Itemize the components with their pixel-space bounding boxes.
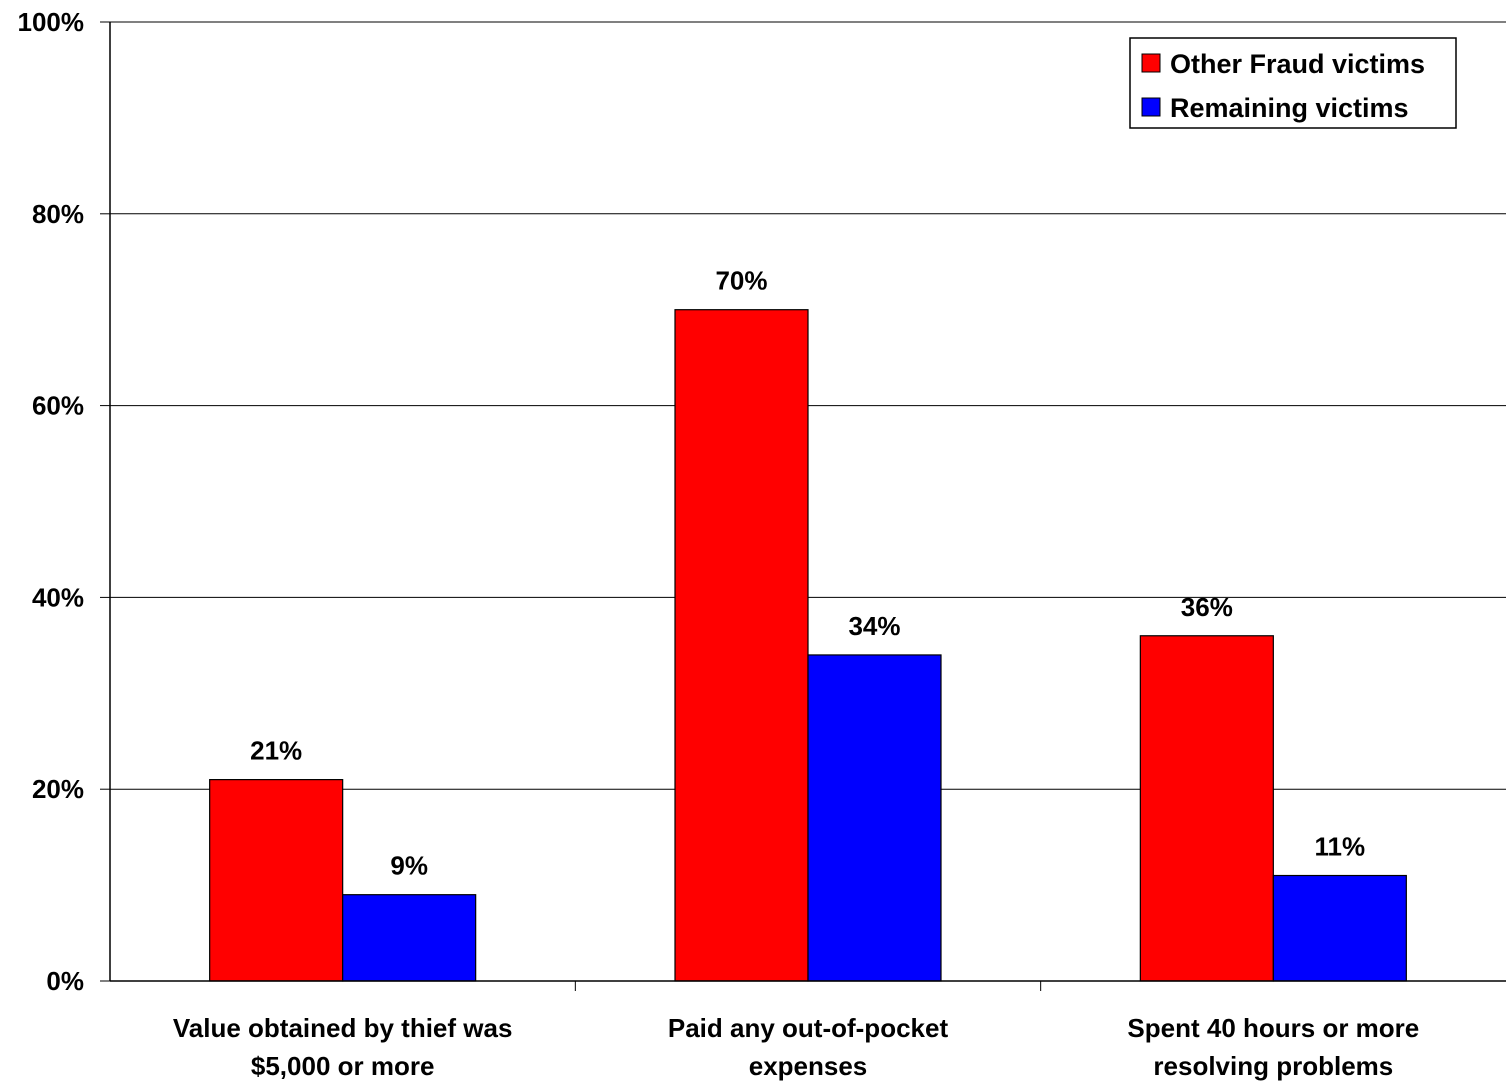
legend-label: Other Fraud victims xyxy=(1170,49,1425,79)
data-label: 21% xyxy=(250,736,302,766)
data-labels: 21% 9% 70% 34% 36% 11% xyxy=(250,266,1365,881)
x-category-label: Value obtained by thief was xyxy=(173,1013,513,1043)
x-category-label: $5,000 or more xyxy=(251,1051,435,1081)
bar xyxy=(674,309,809,982)
legend-swatch xyxy=(1141,53,1161,73)
x-axis-labels: Value obtained by thief was $5,000 or mor… xyxy=(173,1013,1419,1081)
x-category-label: Paid any out-of-pocket xyxy=(668,1013,949,1043)
data-label: 70% xyxy=(715,266,767,296)
y-tick-label: 0% xyxy=(46,966,84,996)
data-label: 9% xyxy=(390,851,428,881)
bar xyxy=(209,779,344,982)
legend-label: Remaining victims xyxy=(1170,93,1409,123)
y-axis-ticks: 0% 20% 40% 60% 80% 100% xyxy=(18,7,110,996)
bar xyxy=(807,654,942,982)
axes xyxy=(109,22,1506,991)
y-tick-label: 20% xyxy=(32,774,84,804)
legend: Other Fraud victims Remaining victims xyxy=(1129,37,1457,129)
data-label: 34% xyxy=(848,611,900,641)
y-tick-label: 40% xyxy=(32,582,84,612)
bar xyxy=(1272,874,1407,982)
x-category-label: expenses xyxy=(749,1051,868,1081)
legend-box xyxy=(1129,37,1457,129)
x-category-label: Spent 40 hours or more xyxy=(1127,1013,1419,1043)
bar xyxy=(1139,635,1274,982)
legend-swatch xyxy=(1141,97,1161,117)
data-label: 11% xyxy=(1315,832,1366,862)
y-tick-label: 100% xyxy=(18,7,85,37)
y-tick-label: 60% xyxy=(32,391,84,421)
x-category-label: resolving problems xyxy=(1153,1051,1393,1081)
bar xyxy=(342,894,477,982)
bars xyxy=(209,309,1407,982)
data-label: 36% xyxy=(1181,592,1233,622)
y-tick-label: 80% xyxy=(32,199,84,229)
